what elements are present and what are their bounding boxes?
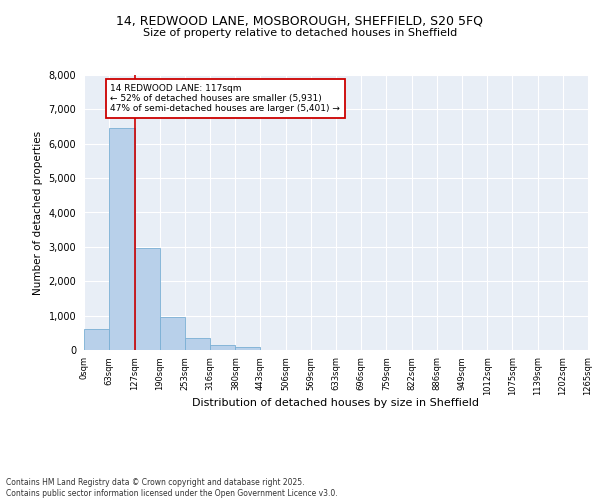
Text: Contains HM Land Registry data © Crown copyright and database right 2025.
Contai: Contains HM Land Registry data © Crown c… — [6, 478, 338, 498]
Bar — [84, 330, 109, 350]
X-axis label: Distribution of detached houses by size in Sheffield: Distribution of detached houses by size … — [193, 398, 479, 408]
Text: 14, REDWOOD LANE, MOSBOROUGH, SHEFFIELD, S20 5FQ: 14, REDWOOD LANE, MOSBOROUGH, SHEFFIELD,… — [116, 15, 484, 28]
Bar — [134, 248, 160, 350]
Text: Size of property relative to detached houses in Sheffield: Size of property relative to detached ho… — [143, 28, 457, 38]
Bar — [185, 338, 210, 350]
Bar — [160, 317, 185, 350]
Bar — [210, 344, 235, 350]
Bar — [109, 128, 134, 350]
Text: 14 REDWOOD LANE: 117sqm
← 52% of detached houses are smaller (5,931)
47% of semi: 14 REDWOOD LANE: 117sqm ← 52% of detache… — [110, 84, 340, 114]
Y-axis label: Number of detached properties: Number of detached properties — [33, 130, 43, 294]
Bar — [235, 348, 260, 350]
